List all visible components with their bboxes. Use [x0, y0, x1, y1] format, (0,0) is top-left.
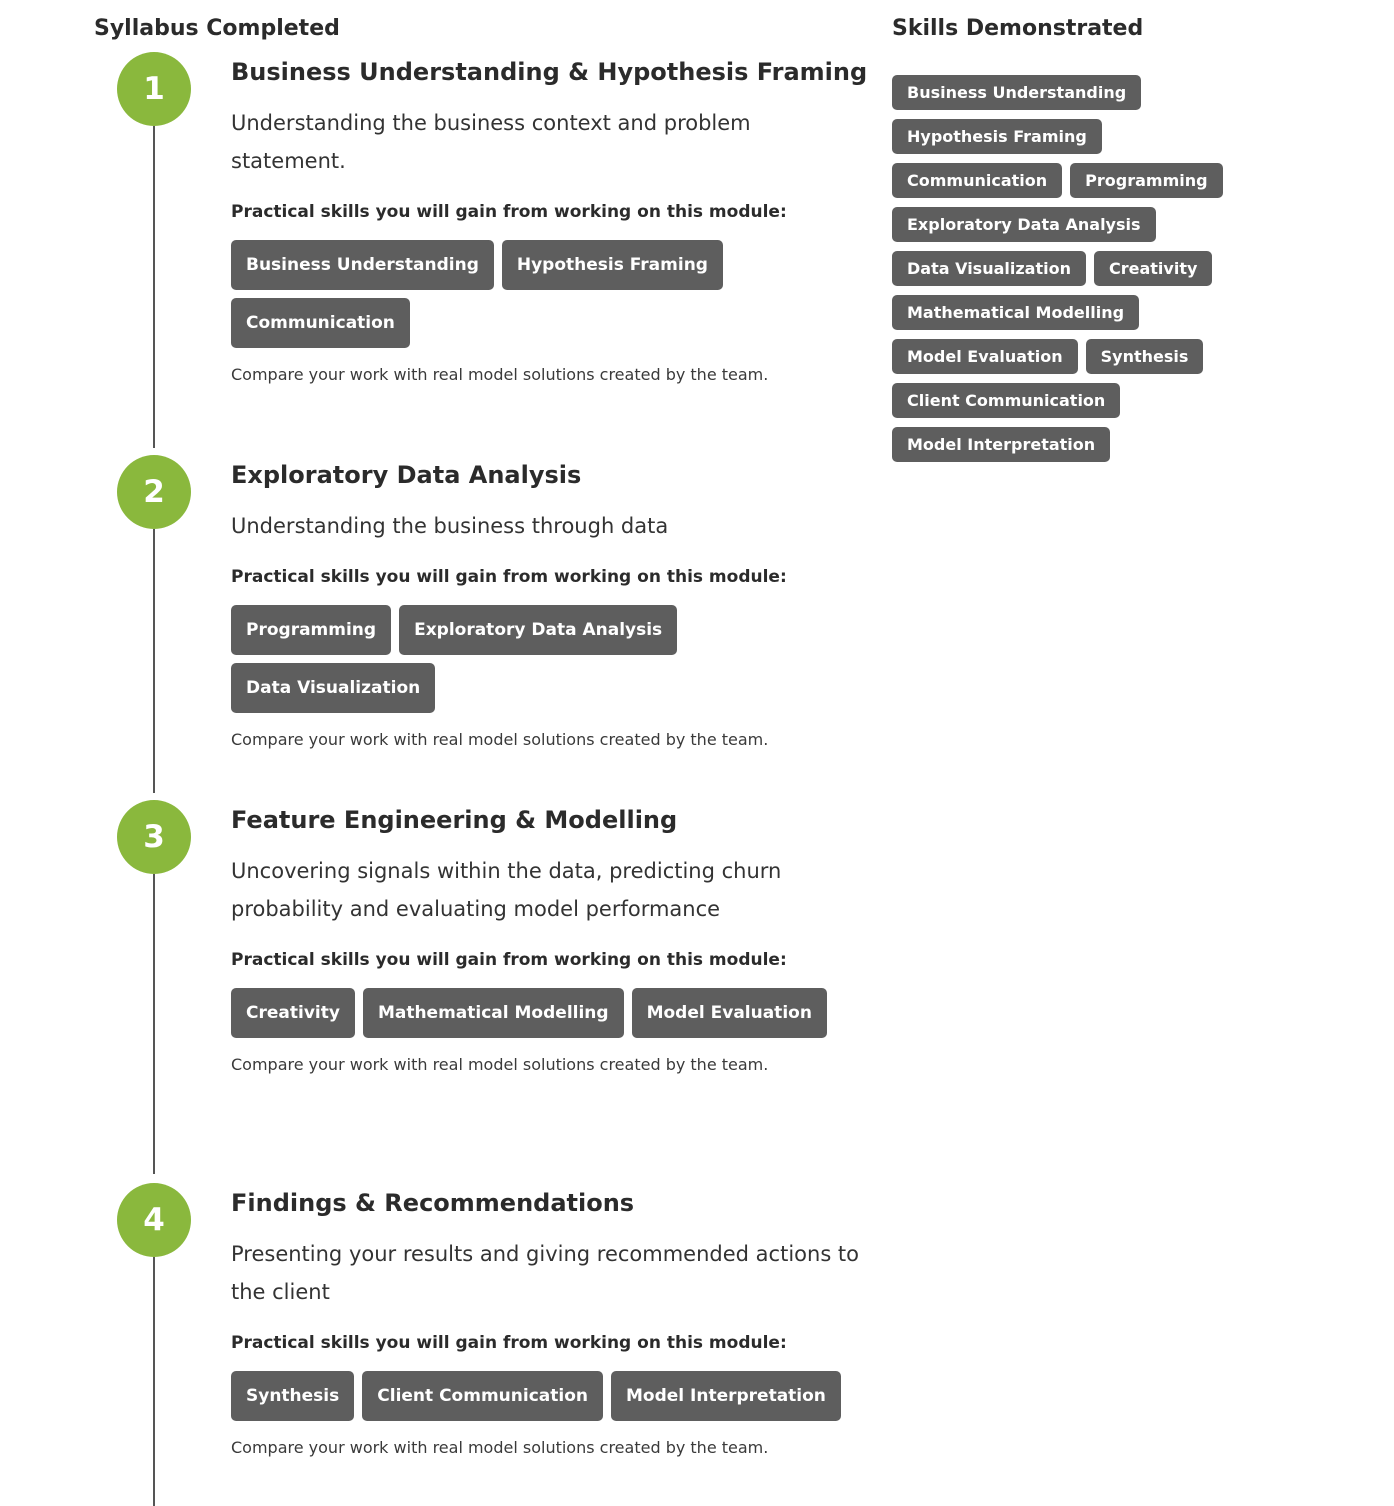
module-title: Findings & Recommendations: [231, 1185, 871, 1221]
module-description: Presenting your results and giving recom…: [231, 1235, 871, 1311]
skill-chip: Model Interpretation: [611, 1371, 841, 1421]
skill-chip: Exploratory Data Analysis: [399, 605, 677, 655]
module-title: Business Understanding & Hypothesis Fram…: [231, 54, 871, 90]
skills-demonstrated-panel: Business Understanding Hypothesis Framin…: [892, 75, 1252, 462]
skill-chip: Client Communication: [362, 1371, 603, 1421]
skill-chip: Client Communication: [892, 383, 1120, 418]
module-number-badge: 4: [117, 1183, 191, 1257]
module-skills-label: Practical skills you will gain from work…: [231, 1329, 871, 1357]
skill-chip: Programming: [1070, 163, 1222, 198]
skill-chip: Communication: [231, 298, 410, 348]
module-number-badge: 1: [117, 52, 191, 126]
module-description: Uncovering signals within the data, pred…: [231, 852, 871, 928]
skill-chip: Exploratory Data Analysis: [892, 207, 1156, 242]
skill-chip: Business Understanding: [231, 240, 494, 290]
module-title: Feature Engineering & Modelling: [231, 802, 871, 838]
timeline-connector: [153, 1257, 155, 1506]
syllabus-heading: Syllabus Completed: [94, 16, 340, 41]
module-skill-list: Synthesis Client Communication Model Int…: [231, 1371, 871, 1421]
module-description: Understanding the business through data: [231, 507, 871, 545]
skill-chip: Creativity: [1094, 251, 1212, 286]
module-content: Exploratory Data Analysis Understanding …: [231, 457, 871, 753]
module-note: Compare your work with real model soluti…: [231, 727, 871, 753]
module-content: Feature Engineering & Modelling Uncoveri…: [231, 802, 871, 1078]
skills-demonstrated-list: Business Understanding Hypothesis Framin…: [892, 75, 1252, 462]
module-description: Understanding the business context and p…: [231, 104, 871, 180]
module-content: Business Understanding & Hypothesis Fram…: [231, 54, 871, 388]
module-number-badge: 3: [117, 800, 191, 874]
module-title: Exploratory Data Analysis: [231, 457, 871, 493]
skill-chip: Data Visualization: [231, 663, 435, 713]
skill-chip: Hypothesis Framing: [892, 119, 1102, 154]
skill-chip: Synthesis: [1086, 339, 1204, 374]
module-skill-list: Creativity Mathematical Modelling Model …: [231, 988, 871, 1038]
timeline-connector: [153, 874, 155, 1174]
skills-demonstrated-heading: Skills Demonstrated: [892, 16, 1143, 41]
timeline-connector: [153, 126, 155, 448]
skill-chip: Programming: [231, 605, 391, 655]
timeline-connector: [153, 529, 155, 793]
module-note: Compare your work with real model soluti…: [231, 1435, 871, 1461]
skill-chip: Hypothesis Framing: [502, 240, 723, 290]
module-skill-list: Business Understanding Hypothesis Framin…: [231, 240, 871, 348]
module-number-badge: 2: [117, 455, 191, 529]
module-skills-label: Practical skills you will gain from work…: [231, 563, 871, 591]
skill-chip: Synthesis: [231, 1371, 354, 1421]
module-skill-list: Programming Exploratory Data Analysis Da…: [231, 605, 871, 713]
skill-chip: Mathematical Modelling: [363, 988, 624, 1038]
skill-chip: Model Evaluation: [892, 339, 1078, 374]
skill-chip: Business Understanding: [892, 75, 1141, 110]
module-note: Compare your work with real model soluti…: [231, 1052, 871, 1078]
skill-chip: Model Interpretation: [892, 427, 1110, 462]
module-note: Compare your work with real model soluti…: [231, 362, 871, 388]
module-skills-label: Practical skills you will gain from work…: [231, 198, 871, 226]
skill-chip: Model Evaluation: [632, 988, 827, 1038]
module-skills-label: Practical skills you will gain from work…: [231, 946, 871, 974]
skill-chip: Mathematical Modelling: [892, 295, 1139, 330]
skill-chip: Data Visualization: [892, 251, 1086, 286]
skill-chip: Communication: [892, 163, 1062, 198]
module-content: Findings & Recommendations Presenting yo…: [231, 1185, 871, 1461]
skill-chip: Creativity: [231, 988, 355, 1038]
